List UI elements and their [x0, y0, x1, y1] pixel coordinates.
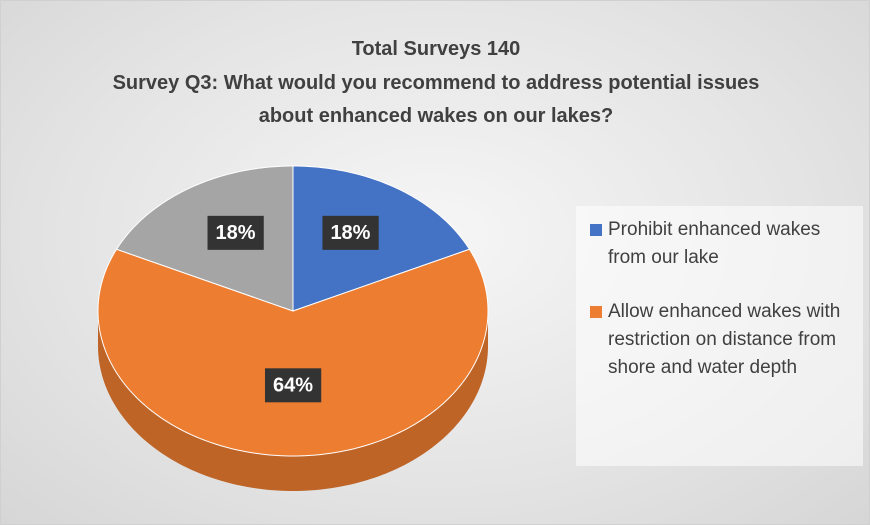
data-label: 64%	[264, 368, 322, 403]
data-label-text: 64%	[273, 374, 313, 396]
legend-entry: Prohibit enhanced wakes from our lake	[590, 216, 855, 272]
legend-label: Allow enhanced wakes with restriction on…	[608, 301, 841, 378]
legend-swatch	[590, 224, 602, 236]
legend-label: Prohibit enhanced wakes from our lake	[608, 219, 821, 268]
data-label-text: 18%	[330, 222, 370, 244]
chart-subtitle: Survey Q3: What would you recommend to a…	[112, 72, 760, 127]
pie-side	[98, 311, 488, 491]
legend: Prohibit enhanced wakes from our lake All…	[576, 206, 863, 466]
data-label-box	[322, 215, 379, 250]
pie-slice	[292, 165, 471, 312]
data-label-text: 18%	[216, 222, 256, 244]
pie-slice	[97, 248, 489, 457]
data-label: 18%	[207, 215, 264, 250]
legend-swatch	[590, 306, 602, 318]
data-label-box	[207, 215, 264, 250]
chart-title: Total Surveys 140	[351, 38, 521, 60]
data-label-box	[264, 368, 322, 403]
data-label: 18%	[322, 215, 379, 250]
legend-entry: Allow enhanced wakes with restriction on…	[590, 298, 855, 382]
pie-slice	[115, 165, 294, 312]
